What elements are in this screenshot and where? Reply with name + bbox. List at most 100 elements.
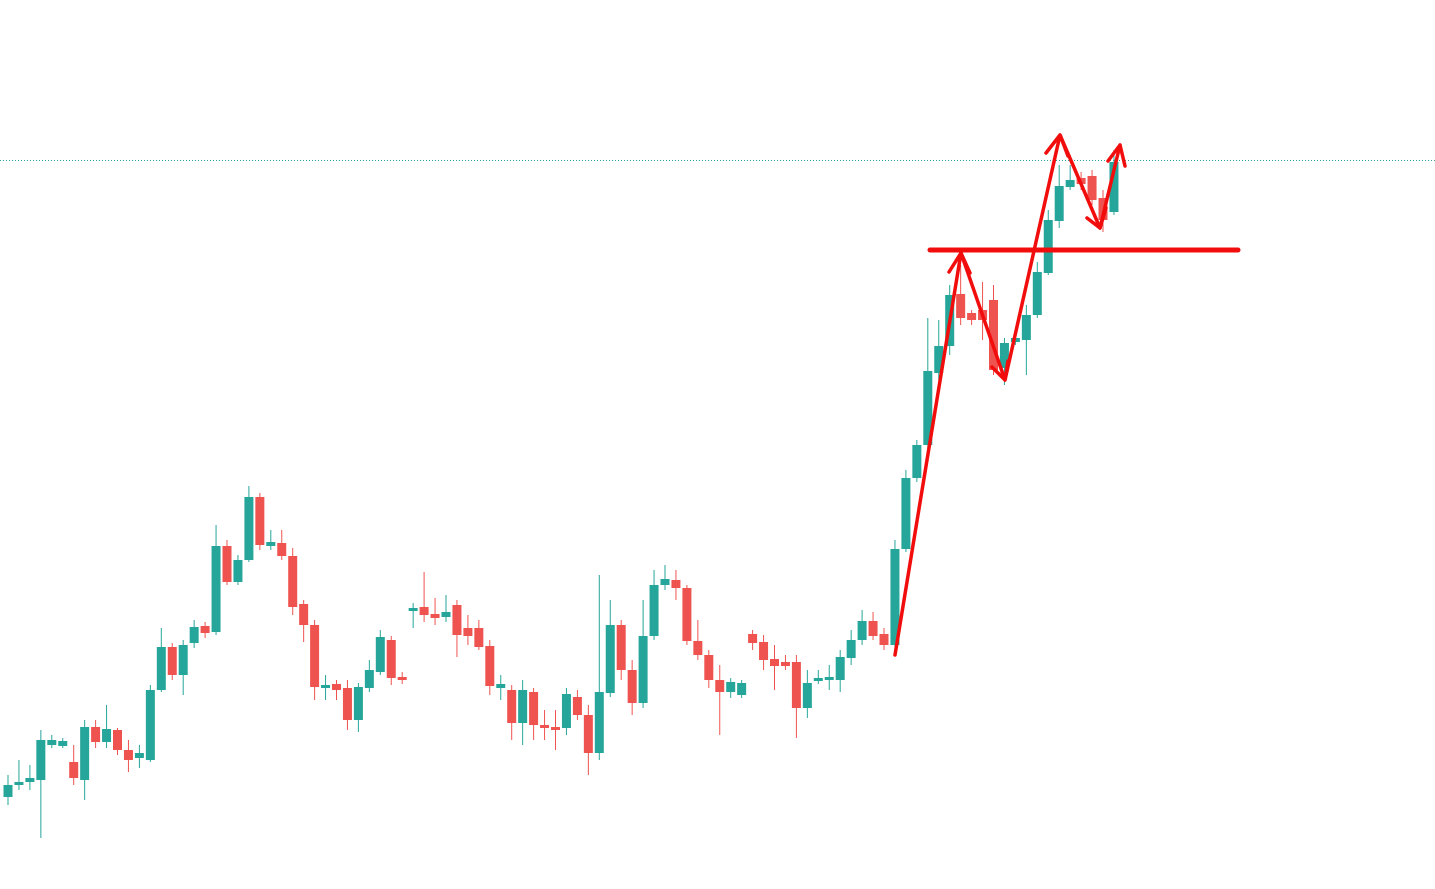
candle-body [572,697,582,715]
candle-body [58,741,68,746]
candle-body [145,690,155,760]
candle-body [715,680,725,692]
candle-body [999,343,1009,368]
candle-body [594,692,604,753]
candle-body [332,684,341,690]
candle-body [288,556,298,607]
candle-body [255,497,265,545]
candle-body [266,542,276,546]
candle-body [934,346,944,373]
candle-body [802,683,812,708]
candle-body [780,662,790,666]
candle-body [233,560,243,582]
arrowhead [1044,133,1070,158]
candle-body [824,677,834,680]
candle-body [901,478,911,549]
candle-body [583,715,593,753]
candle-body [408,608,418,611]
candle-body [616,625,626,670]
candle-body [14,782,24,785]
arrowhead [947,251,972,275]
candle-body [1043,220,1053,273]
candle-body [321,685,331,688]
candle-body [474,628,484,647]
candle-body [244,497,254,560]
candle-body [1021,315,1031,340]
candle-body [485,646,495,686]
candle-body [507,690,517,723]
candle-body [1054,186,1064,221]
candle-body [693,641,703,655]
candle-body [770,659,779,666]
candle-body [1087,176,1097,200]
candle-body [879,634,889,645]
candle-body [3,785,13,797]
candle-body [956,294,966,318]
candle-body [649,585,659,636]
candle-body [660,579,670,585]
candle-body [846,640,856,658]
candle-body [627,670,637,703]
candle-body [123,750,133,760]
candle-body [386,640,396,678]
drawing-annotations [893,133,1241,657]
candle-body [540,725,550,728]
candle-body [561,694,571,728]
candle-body [551,727,560,730]
candle-body [342,688,352,720]
candle-body [277,543,287,556]
candle-body [222,546,232,582]
candle-body [211,546,221,632]
candle-body [605,625,615,693]
candle-body [748,634,758,643]
candle-body [518,690,528,723]
candle-body [463,628,473,636]
arrowhead [990,359,1010,382]
candle-body [353,687,363,720]
candle-body [113,730,122,750]
candle-body [134,753,144,758]
candle-body [1065,180,1075,187]
candle-body [671,580,681,588]
candle-body [69,762,79,778]
candle-body [189,627,199,643]
candle-body [529,692,539,725]
candle-body [167,647,177,675]
candle-body [375,637,385,672]
candles [3,150,1119,838]
candle-body [704,655,714,680]
candle-body [857,621,867,640]
candle-body [638,636,648,703]
candle-body [791,662,801,708]
candle-body [682,588,692,641]
candle-body [1109,162,1119,212]
candle-body [912,445,922,478]
candle-body [25,778,35,782]
candle-body [419,607,429,615]
candle-body [989,300,998,370]
candle-body [452,605,462,635]
candle-body [47,740,57,745]
candle-body [397,677,407,680]
candle-body [835,657,845,680]
candle-body [299,604,309,625]
candle-body [441,612,451,617]
candle-body [967,313,977,320]
candle-body [178,645,188,675]
candle-body [200,626,210,633]
candle-body [364,670,374,688]
candle-body [80,727,90,780]
candle-body [726,682,736,692]
candle-body [923,371,933,445]
candle-body [102,729,112,742]
candle-body [1032,272,1042,315]
candle-body [737,683,747,695]
candle-body [813,678,823,681]
arrowhead [1085,206,1108,230]
candle-body [91,727,101,742]
candle-body [430,614,440,618]
candle-body [890,549,900,645]
candle-body [310,625,320,687]
